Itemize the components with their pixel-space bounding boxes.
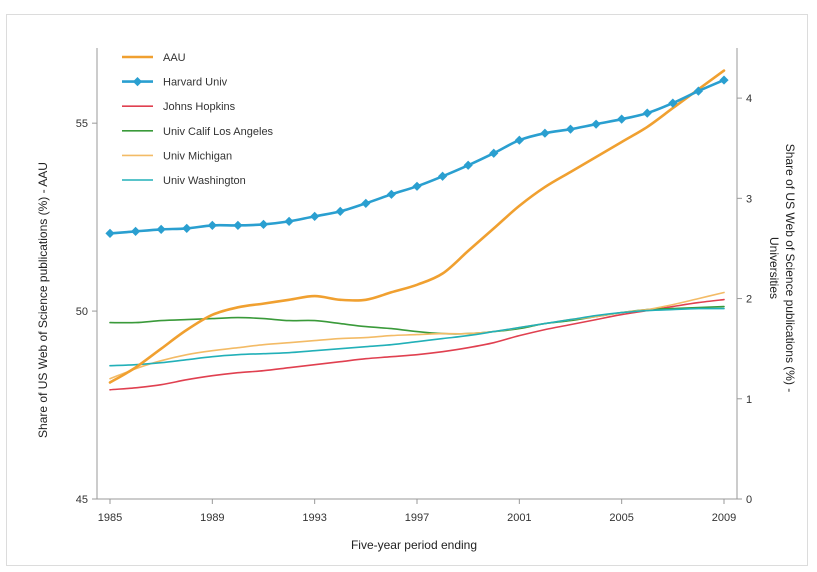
x-axis-title: Five-year period ending [351,538,477,552]
y-left-tick-label: 55 [76,118,88,130]
y-right-tick-label: 1 [746,394,752,406]
series-layer [105,69,729,391]
series-point-harvard-univ [617,114,627,124]
legend: AAU Harvard Univ Johns Hopkins Univ Calif L… [122,52,274,187]
series-point-harvard-univ [335,206,345,216]
series-line-univ-michigan [109,291,725,380]
y-right-tick-label: 0 [746,494,752,506]
series-point-harvard-univ [540,128,550,138]
y-right-tick-label: 2 [746,294,752,306]
legend-label-univ-michigan: Univ Michigan [163,150,232,162]
y-right-tick-label: 4 [746,93,752,105]
series-point-harvard-univ [233,220,243,230]
series-point-harvard-univ [565,124,576,134]
series-point-harvard-univ [668,98,678,108]
y-left-tick-label: 45 [76,494,88,506]
series-point-harvard-univ [182,223,192,233]
series-point-harvard-univ [719,75,729,85]
series-point-harvard-univ [258,219,269,229]
legend-label-johns-hopkins: Johns Hopkins [163,101,236,113]
y-axis-left-title: Share of US Web of Science publications … [36,162,50,438]
x-tick-label: 2009 [712,512,736,524]
x-tick-label: 1985 [98,512,122,524]
series-line-univ-washington [109,307,725,367]
y-axis-right-title-line-2: Universities [767,237,781,299]
series-point-harvard-univ [437,171,448,181]
series-point-harvard-univ [642,108,652,118]
series-point-harvard-univ [130,226,141,237]
series-point-harvard-univ [310,211,320,221]
y-axis-right-title-line-1: Share of US Web of Science publications … [783,144,797,393]
x-tick-label: 1993 [302,512,326,524]
legend-label-univ-washington: Univ Washington [163,175,246,187]
series-point-harvard-univ [105,228,115,239]
series-point-harvard-univ [361,198,371,208]
axes: 45 50 55 0 1 2 3 4 1985 1989 1993 1997 2001 2005 2009 [76,48,752,524]
y-right-tick-label: 3 [746,193,752,205]
series-point-harvard-univ [207,220,217,230]
series-point-harvard-univ [693,86,704,96]
series-point-harvard-univ [156,224,166,235]
y-left-tick-label: 50 [76,306,88,318]
legend-label-harvard-univ: Harvard Univ [163,77,228,89]
series-point-harvard-univ [463,160,473,170]
legend-label-univ-calif-los-angeles: Univ Calif Los Angeles [163,126,274,138]
legend-label-aau: AAU [163,52,186,64]
x-tick-label: 2001 [507,512,531,524]
series-line-johns-hopkins [109,298,725,391]
series-line-aau [108,69,726,384]
x-tick-label: 2005 [609,512,633,524]
series-point-harvard-univ [514,135,524,145]
series-point-harvard-univ [591,119,601,129]
x-tick-label: 1989 [200,512,224,524]
series-point-harvard-univ [284,216,294,226]
series-point-harvard-univ [489,148,499,158]
series-point-harvard-univ [386,189,397,199]
series-point-harvard-univ [412,181,422,191]
legend-marker-harvard-univ [132,77,143,87]
x-tick-label: 1997 [405,512,429,524]
